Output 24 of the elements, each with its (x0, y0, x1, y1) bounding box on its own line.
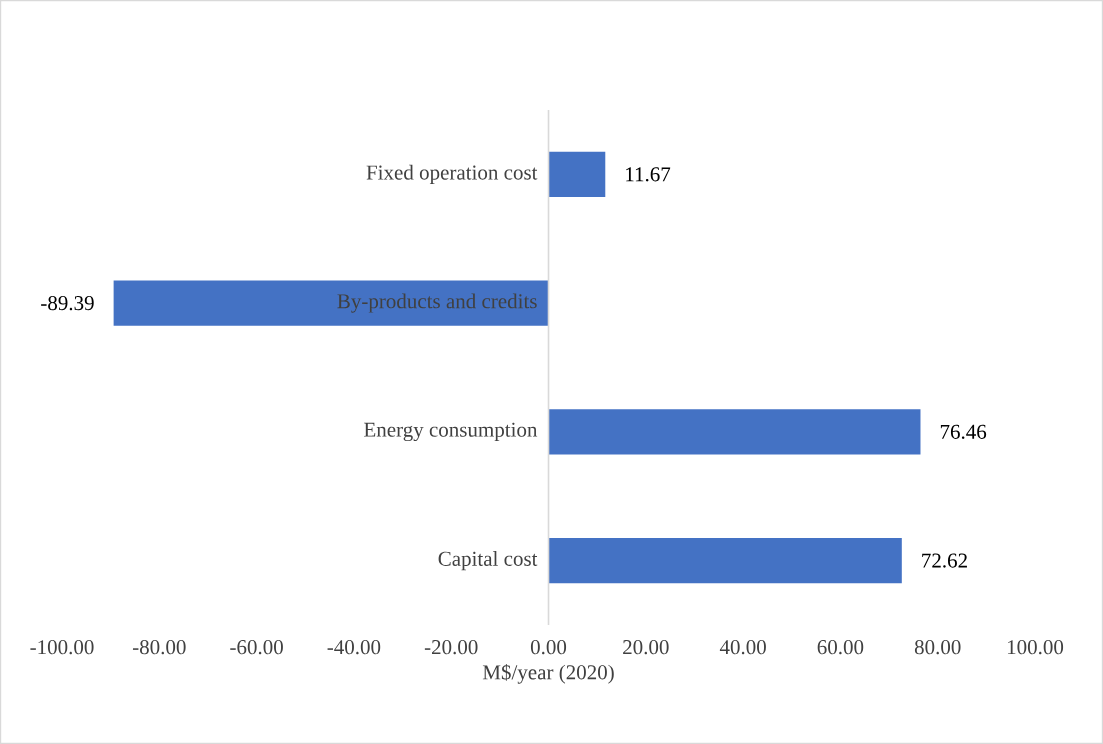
x-tick-label: 40.00 (719, 640, 766, 655)
y-tick-label: By-products and credits (337, 293, 537, 313)
data-label: 72.62 (922, 553, 967, 568)
x-tick-label: 0.00 (530, 640, 567, 655)
x-tick-label: -60.00 (230, 640, 283, 655)
x-tick-label: -100.00 (30, 640, 94, 655)
bar (548, 151, 606, 197)
x-tick-label: 100.00 (1007, 640, 1064, 655)
bar (548, 409, 921, 455)
x-tick-label: 80.00 (914, 640, 961, 655)
x-tick-label: 20.00 (623, 640, 669, 655)
bar (548, 538, 902, 584)
data-label: 11.67 (626, 167, 671, 182)
x-tick-label: -40.00 (327, 640, 381, 655)
x-tick-label: 60.00 (817, 640, 864, 655)
y-tick-label: Fixed operation cost (366, 164, 538, 184)
data-label: 76.46 (940, 424, 987, 439)
data-label: -89.39 (41, 295, 94, 311)
x-axis-title: M$/year (2020) (482, 663, 614, 684)
y-tick-label: Energy consumption (364, 422, 538, 442)
x-tick-label: -80.00 (132, 640, 186, 655)
bar (113, 280, 549, 326)
y-tick-label: Capital cost (438, 551, 538, 571)
x-tick-label: -20.00 (424, 640, 478, 655)
